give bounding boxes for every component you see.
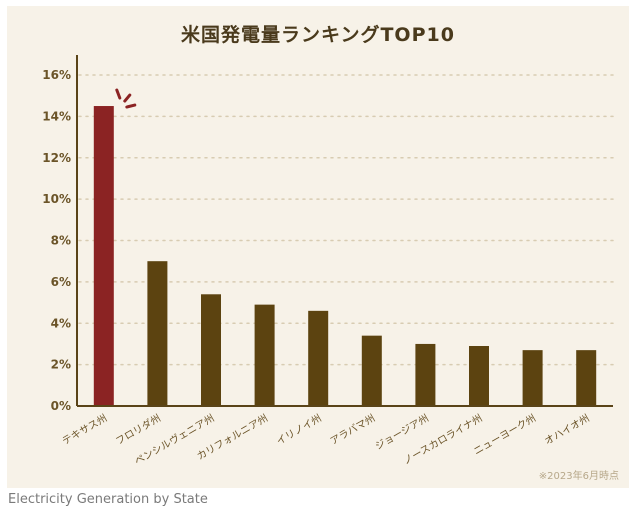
x-tick-label: オハイオ州 (543, 412, 592, 447)
highlight-mark (125, 103, 137, 109)
y-tick-label: 14% (42, 109, 71, 123)
x-tick-label: テキサス州 (60, 412, 109, 447)
y-tick-label: 0% (51, 399, 71, 413)
bar (469, 346, 489, 406)
y-tick-label: 12% (42, 151, 71, 165)
figure-caption: Electricity Generation by State (8, 492, 208, 507)
y-tick-label: 4% (51, 316, 71, 330)
y-tick-label: 10% (42, 192, 71, 206)
x-tick-label: イリノイ州 (274, 412, 323, 447)
bar (201, 294, 221, 406)
highlight-mark (115, 88, 122, 100)
bar (147, 261, 168, 406)
bar (308, 310, 329, 406)
chart-title: 米国発電量ランキングTOP10 (181, 24, 455, 46)
y-tick-label: 6% (51, 275, 71, 289)
bar (522, 350, 543, 406)
bar (93, 106, 114, 406)
bar (415, 343, 436, 406)
bar (361, 335, 382, 406)
bar-chart: 0%2%4%6%8%10%12%14%16%テキサス州 フロリダ州ペンシルヴェニア… (42, 55, 614, 468)
y-tick-label: 8% (51, 234, 71, 248)
y-tick-label: 16% (42, 68, 71, 82)
highlight-mark (123, 93, 132, 103)
x-tick-label: フロリダ州 (113, 411, 163, 447)
bar (254, 304, 275, 406)
bar (576, 350, 597, 406)
y-tick-label: 2% (51, 358, 71, 372)
x-tick-label: アラバマ州 (328, 412, 377, 447)
date-note: ※2023年6月時点 (538, 471, 619, 482)
chart-card: 米国発電量ランキングTOP10 0% 2% 4% 6% 8% 10% 12% 14% 16% テキ… (7, 6, 629, 488)
